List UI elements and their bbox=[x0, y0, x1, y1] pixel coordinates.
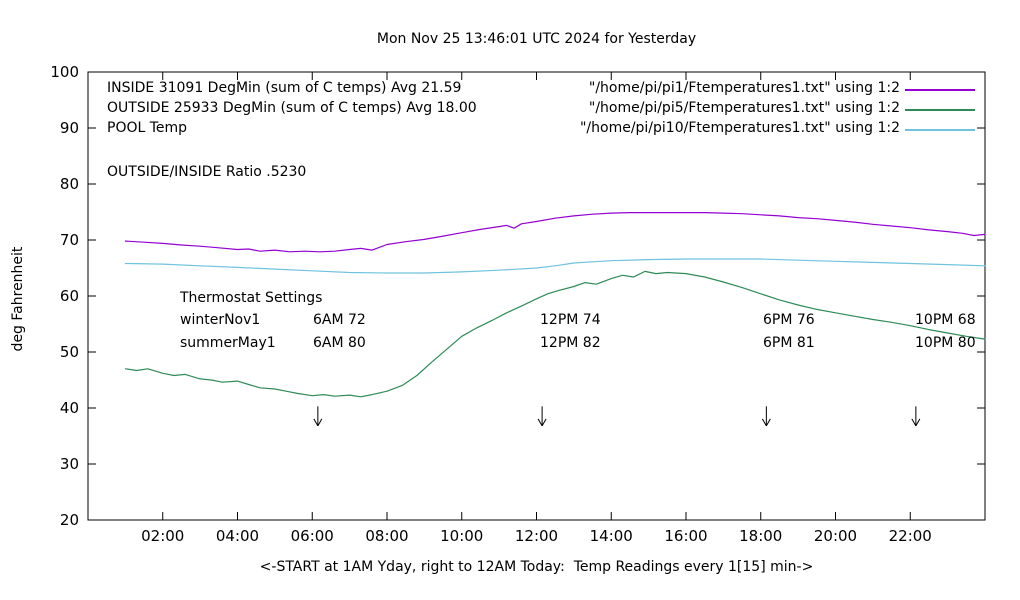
svg-text:90: 90 bbox=[60, 119, 79, 137]
svg-text:12:00: 12:00 bbox=[515, 527, 558, 545]
svg-text:30: 30 bbox=[60, 455, 79, 473]
svg-text:04:00: 04:00 bbox=[216, 527, 259, 545]
legend-outside-file: "/home/pi/pi5/Ftemperatures1.txt" using … bbox=[588, 100, 900, 116]
legend-row-outside: OUTSIDE 25933 DegMin (sum of C temps) Av… bbox=[0, 100, 1020, 120]
pool-line-swatch bbox=[905, 129, 975, 131]
legend-inside-file: "/home/pi/pi1/Ftemperatures1.txt" using … bbox=[588, 80, 900, 96]
x-axis-label: <-START at 1AM Yday, right to 12AM Today… bbox=[259, 559, 814, 575]
svg-text:20: 20 bbox=[60, 511, 79, 529]
legend-row-pool: POOL Temp "/home/pi/pi10/Ftemperatures1.… bbox=[0, 120, 1020, 140]
outside-inside-ratio: OUTSIDE/INSIDE Ratio .5230 bbox=[107, 164, 307, 180]
chart-title: Mon Nov 25 13:46:01 UTC 2024 for Yesterd… bbox=[376, 31, 697, 47]
svg-text:10:00: 10:00 bbox=[440, 527, 483, 545]
svg-text:50: 50 bbox=[60, 343, 79, 361]
svg-text:02:00: 02:00 bbox=[141, 527, 184, 545]
svg-text:100: 100 bbox=[50, 63, 79, 81]
winter-label: winterNov1 bbox=[180, 312, 261, 328]
svg-text:18:00: 18:00 bbox=[739, 527, 782, 545]
summer-10pm: 10PM 80 bbox=[915, 335, 976, 351]
summer-12pm: 12PM 82 bbox=[540, 335, 601, 351]
winter-10pm: 10PM 68 bbox=[915, 312, 976, 328]
legend-pool-label: POOL Temp bbox=[107, 120, 188, 136]
svg-text:40: 40 bbox=[60, 399, 79, 417]
svg-text:60: 60 bbox=[60, 287, 79, 305]
svg-text:20:00: 20:00 bbox=[814, 527, 857, 545]
y-axis-label: deg Fahrenheit bbox=[10, 246, 26, 352]
svg-text:70: 70 bbox=[60, 231, 79, 249]
summer-6am: 6AM 80 bbox=[313, 335, 366, 351]
thermostat-winter-row: winterNov1 6AM 72 12PM 74 6PM 76 10PM 68 bbox=[0, 312, 1020, 330]
legend-outside-label: OUTSIDE 25933 DegMin (sum of C temps) Av… bbox=[107, 100, 477, 116]
inside-line-swatch bbox=[905, 89, 975, 91]
svg-text:06:00: 06:00 bbox=[291, 527, 334, 545]
svg-text:08:00: 08:00 bbox=[365, 527, 408, 545]
thermostat-summer-row: summerMay1 6AM 80 12PM 82 6PM 81 10PM 80 bbox=[0, 335, 1020, 353]
summer-6pm: 6PM 81 bbox=[763, 335, 815, 351]
svg-text:22:00: 22:00 bbox=[889, 527, 932, 545]
outside-line-swatch bbox=[905, 109, 975, 111]
winter-6am: 6AM 72 bbox=[313, 312, 366, 328]
svg-text:80: 80 bbox=[60, 175, 79, 193]
legend-row-inside: INSIDE 31091 DegMin (sum of C temps) Avg… bbox=[0, 80, 1020, 100]
legend-pool-file: "/home/pi/pi10/Ftemperatures1.txt" using… bbox=[579, 120, 900, 136]
legend-inside-label: INSIDE 31091 DegMin (sum of C temps) Avg… bbox=[107, 80, 462, 96]
winter-12pm: 12PM 74 bbox=[540, 312, 601, 328]
winter-6pm: 6PM 76 bbox=[763, 312, 815, 328]
svg-text:14:00: 14:00 bbox=[590, 527, 633, 545]
thermostat-settings-title: Thermostat Settings bbox=[180, 290, 323, 306]
summer-label: summerMay1 bbox=[180, 335, 276, 351]
svg-text:16:00: 16:00 bbox=[664, 527, 707, 545]
